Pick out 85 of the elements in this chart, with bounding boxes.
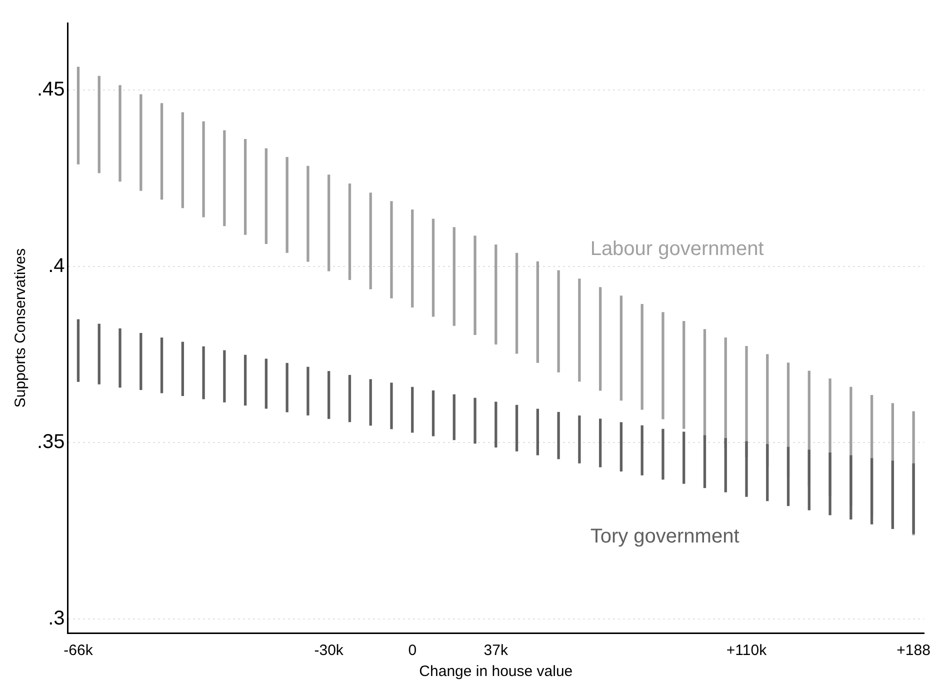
bar	[432, 218, 435, 317]
bar	[118, 328, 122, 388]
bar	[118, 85, 122, 182]
bar	[348, 374, 352, 422]
x-tick-label: -66k	[64, 642, 94, 660]
bar	[536, 261, 539, 363]
bar	[808, 450, 810, 510]
bar	[348, 183, 352, 280]
bar	[98, 324, 100, 384]
bar	[662, 312, 664, 420]
x-tick-label: 0	[408, 642, 417, 660]
bar	[244, 139, 247, 235]
bar	[662, 428, 664, 480]
bar	[202, 121, 205, 218]
bar	[223, 350, 226, 402]
bar	[452, 227, 456, 326]
bar	[452, 394, 456, 440]
bar	[76, 66, 80, 164]
bar	[870, 458, 874, 524]
x-tick-label: +110k	[726, 642, 768, 660]
bar	[620, 422, 623, 472]
bar	[828, 452, 832, 516]
bar	[140, 332, 142, 390]
bar	[432, 390, 435, 436]
bar	[369, 379, 372, 426]
bar	[181, 342, 184, 396]
bar	[202, 346, 205, 400]
bar	[786, 446, 790, 506]
bar	[264, 148, 268, 244]
bar	[912, 463, 915, 534]
bar	[850, 455, 852, 520]
series-label: Labour government	[590, 238, 764, 260]
bar	[494, 402, 498, 448]
bar	[98, 76, 100, 174]
bar	[390, 382, 393, 430]
bar	[682, 320, 686, 429]
bar	[494, 244, 498, 345]
bar	[474, 398, 476, 444]
bar	[578, 278, 581, 382]
bar	[703, 435, 706, 488]
bar	[286, 157, 288, 253]
bar	[140, 94, 142, 191]
bar	[223, 130, 226, 226]
bar	[598, 287, 602, 391]
bar	[306, 366, 310, 416]
x-tick-label: 37k	[484, 642, 508, 660]
bar	[328, 371, 330, 419]
y-axis-title: Supports Conservatives	[12, 248, 30, 408]
bar	[557, 412, 560, 460]
bar	[286, 362, 288, 412]
bar	[369, 192, 372, 290]
bar	[557, 270, 560, 372]
bar	[76, 319, 80, 382]
bar	[620, 296, 623, 401]
bar	[891, 460, 894, 529]
y-tick-label: .4	[48, 254, 65, 277]
bar	[306, 166, 310, 262]
bar	[264, 358, 268, 409]
bar	[244, 354, 247, 406]
x-axis-title: Change in house value	[419, 663, 573, 680]
x-tick-label: -30k	[314, 642, 344, 660]
bar	[578, 415, 581, 464]
bar	[390, 201, 393, 298]
bar	[160, 103, 164, 200]
bar	[745, 441, 748, 497]
bar	[766, 444, 769, 502]
bar	[640, 425, 644, 476]
y-tick-label: .45	[36, 78, 65, 101]
x-tick-label: +188	[896, 642, 930, 660]
bar	[411, 386, 414, 433]
bar	[640, 304, 644, 410]
bar	[536, 408, 539, 456]
bar	[181, 112, 184, 208]
bar	[682, 432, 686, 484]
bar	[515, 404, 518, 452]
bar	[474, 236, 476, 336]
bar	[724, 438, 727, 492]
bar	[515, 252, 518, 354]
series-label: Tory government	[590, 525, 740, 548]
bar	[328, 174, 330, 272]
y-tick-label: .35	[36, 431, 65, 454]
bar	[598, 418, 602, 468]
bar	[411, 210, 414, 308]
y-tick-label: .3	[48, 607, 65, 630]
bar	[160, 338, 164, 394]
